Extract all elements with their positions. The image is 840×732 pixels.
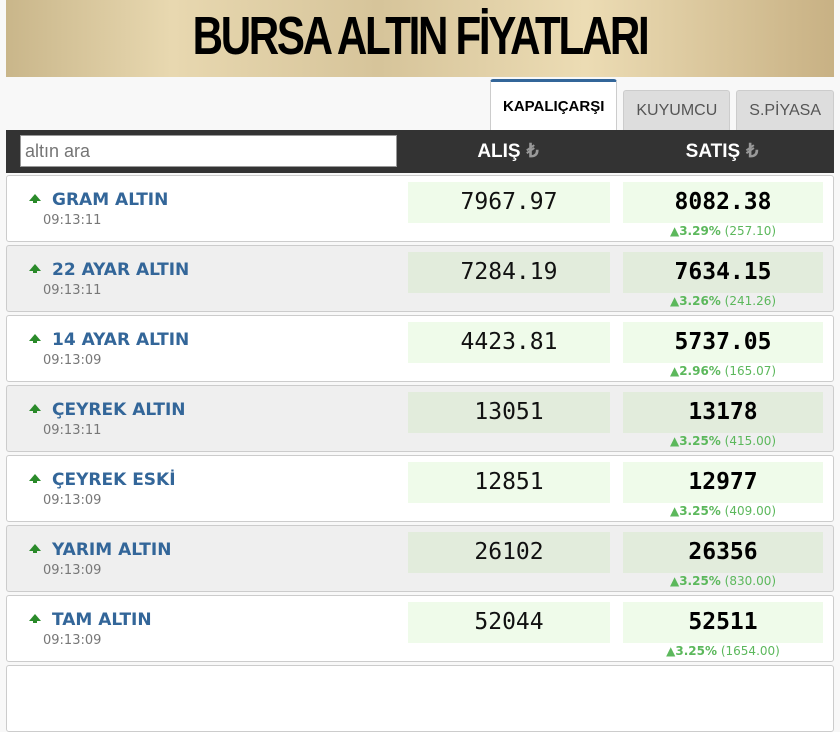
- search-input[interactable]: [20, 135, 397, 167]
- gold-name[interactable]: 14 AYAR ALTIN: [52, 330, 190, 350]
- buy-price: 52044: [408, 602, 610, 643]
- buy-price: 7967.97: [408, 182, 610, 223]
- change-amount: (409.00): [724, 504, 777, 518]
- change: ▲3.26% (241.26): [623, 294, 823, 308]
- update-time: 09:13:11: [43, 213, 102, 228]
- triangle-up-icon: ▲: [666, 644, 676, 658]
- update-time: 09:13:09: [43, 563, 102, 578]
- table-row[interactable]: 14 AYAR ALTIN 09:13:09 4423.81 5737.05 ▲…: [6, 315, 834, 382]
- buy-price: 13051: [408, 392, 610, 433]
- change: ▲3.25% (1654.00): [623, 644, 823, 658]
- arrow-up-icon: [29, 194, 41, 203]
- update-time: 09:13:09: [43, 633, 102, 648]
- gold-name[interactable]: ÇEYREK ALTIN: [52, 400, 186, 420]
- change: ▲2.96% (165.07): [623, 364, 823, 378]
- change: ▲3.25% (415.00): [623, 434, 823, 448]
- update-time: 09:13:11: [43, 423, 102, 438]
- banner: BURSA ALTIN FİYATLARI: [6, 0, 834, 77]
- change-amount: (165.07): [724, 364, 777, 378]
- change-percent: 3.29%: [679, 224, 721, 238]
- change-percent: 3.25%: [675, 644, 718, 658]
- change: ▲3.25% (409.00): [623, 504, 823, 518]
- sell-price: 13178: [623, 392, 823, 433]
- gold-name[interactable]: ÇEYREK ESKİ: [52, 470, 176, 490]
- sell-price: 52511: [623, 602, 823, 643]
- table-row[interactable]: GRAM ALTIN 09:13:11 7967.97 8082.38 ▲3.2…: [6, 175, 834, 242]
- triangle-up-icon: ▲: [669, 224, 680, 238]
- change: ▲3.25% (830.00): [623, 574, 823, 588]
- triangle-up-icon: ▲: [669, 434, 680, 448]
- tab-kuyumcu[interactable]: KUYUMCU: [623, 90, 731, 130]
- sell-header: SATIŞ ₺: [685, 141, 759, 162]
- change-percent: 3.25%: [679, 574, 721, 588]
- triangle-up-icon: ▲: [669, 294, 680, 308]
- sell-price: 12977: [623, 462, 823, 503]
- gold-name[interactable]: YARIM ALTIN: [52, 540, 172, 560]
- change: ▲3.29% (257.10): [623, 224, 823, 238]
- triangle-up-icon: ▲: [669, 364, 680, 378]
- arrow-up-icon: [29, 544, 41, 553]
- change-amount: (415.00): [724, 434, 777, 448]
- triangle-up-icon: ▲: [669, 504, 680, 518]
- lira-icon: ₺: [746, 141, 759, 162]
- sell-price: 26356: [623, 532, 823, 573]
- change-percent: 3.25%: [679, 504, 721, 518]
- update-time: 09:13:09: [43, 353, 102, 368]
- triangle-up-icon: ▲: [669, 574, 680, 588]
- gold-name[interactable]: 22 AYAR ALTIN: [52, 260, 190, 280]
- table-row[interactable]: 22 AYAR ALTIN 09:13:11 7284.19 7634.15 ▲…: [6, 245, 834, 312]
- buy-price: 12851: [408, 462, 610, 503]
- change-percent: 3.25%: [679, 434, 721, 448]
- change-amount: (830.00): [724, 574, 777, 588]
- table-row[interactable]: YARIM ALTIN 09:13:09 26102 26356 ▲3.25% …: [6, 525, 834, 592]
- change-percent: 3.26%: [679, 294, 721, 308]
- sell-price: 5737.05: [623, 322, 823, 363]
- table-row[interactable]: [6, 665, 834, 732]
- change-amount: (1654.00): [720, 644, 780, 658]
- sell-price: 8082.38: [623, 182, 823, 223]
- table-row[interactable]: ÇEYREK ALTIN 09:13:11 13051 13178 ▲3.25%…: [6, 385, 834, 452]
- arrow-up-icon: [29, 614, 41, 623]
- change-amount: (241.26): [724, 294, 777, 308]
- update-time: 09:13:09: [43, 493, 102, 508]
- gold-name[interactable]: TAM ALTIN: [52, 610, 152, 630]
- gold-name[interactable]: GRAM ALTIN: [52, 190, 169, 210]
- tab-kapalicarsi[interactable]: KAPALIÇARŞI: [489, 79, 618, 130]
- update-time: 09:13:11: [43, 283, 102, 298]
- table-row[interactable]: TAM ALTIN 09:13:09 52044 52511 ▲3.25% (1…: [6, 595, 834, 662]
- market-tabs: KAPALIÇARŞI KUYUMCU S.PİYASA: [489, 79, 834, 130]
- arrow-up-icon: [29, 334, 41, 343]
- buy-header: ALIŞ ₺: [477, 141, 539, 162]
- tab-serbest-piyasa[interactable]: S.PİYASA: [736, 90, 834, 130]
- buy-price: 7284.19: [408, 252, 610, 293]
- arrow-up-icon: [29, 404, 41, 413]
- change-percent: 2.96%: [679, 364, 721, 378]
- buy-price: 26102: [408, 532, 610, 573]
- banner-title: BURSA ALTIN FİYATLARI: [192, 6, 650, 66]
- buy-price: 4423.81: [408, 322, 610, 363]
- arrow-up-icon: [29, 474, 41, 483]
- table-row[interactable]: ÇEYREK ESKİ 09:13:09 12851 12977 ▲3.25% …: [6, 455, 834, 522]
- change-amount: (257.10): [724, 224, 777, 238]
- lira-icon: ₺: [526, 141, 539, 162]
- sell-price: 7634.15: [623, 252, 823, 293]
- table-header: ALIŞ₺ SATIŞ₺: [6, 130, 834, 173]
- arrow-up-icon: [29, 264, 41, 273]
